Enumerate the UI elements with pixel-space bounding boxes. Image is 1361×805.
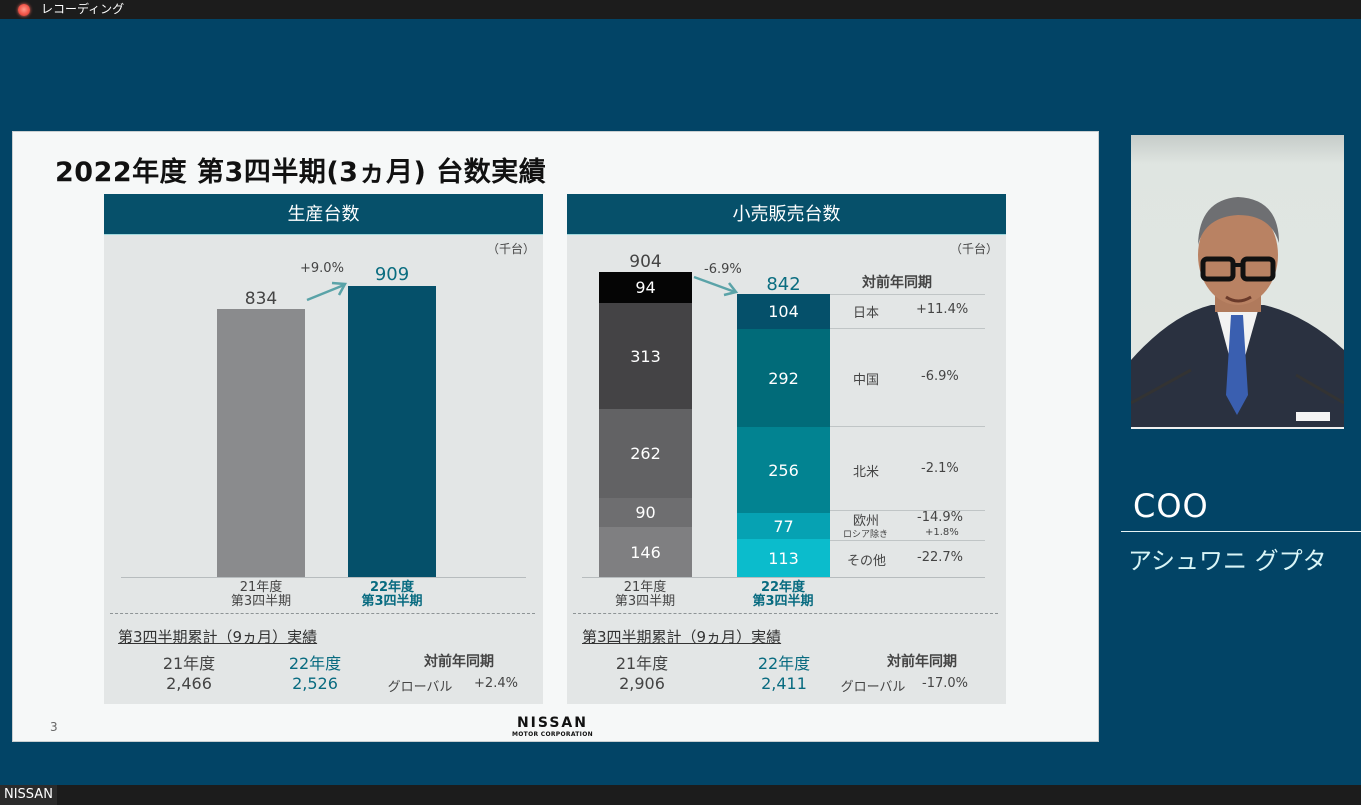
production-header: 生産台数	[104, 194, 543, 235]
production-cum-yoy: +2.4%	[474, 676, 518, 691]
production-xlabel-prev: 21年度 第3四半期	[207, 581, 315, 609]
retail-cum-yoy: -17.0%	[922, 676, 968, 691]
production-unit: （千台）	[486, 242, 535, 256]
page-number: 3	[50, 720, 58, 734]
xlabel-line1: 21年度	[239, 580, 283, 595]
speaker-divider	[1121, 531, 1361, 532]
europe-ex-russia-yoy: +1.8%	[925, 527, 959, 538]
xlabel-line1: 21年度	[623, 580, 667, 595]
speaker-name: アシュワニ グプタ	[1128, 547, 1327, 575]
xlabel-line1: 22年度	[760, 580, 806, 595]
retail-panel: 小売販売台数 （千台） 904 94 313 262 90 146 -6.9% …	[567, 194, 1006, 704]
segment-china-prev: 313	[599, 303, 692, 409]
production-axis	[121, 577, 526, 578]
segment-europe-curr: 77	[737, 513, 830, 539]
retail-cum-yoy-label: 対前年同期	[887, 654, 957, 670]
production-change: +9.0%	[300, 261, 344, 276]
production-panel: 生産台数 （千台） 834 909 +9.0% 21年度 第3四半期 22年度 …	[104, 194, 543, 704]
retail-cum-region: グローバル	[840, 680, 906, 695]
retail-stack-prev: 94 313 262 90 146	[599, 272, 692, 577]
production-value-curr: 909	[374, 264, 410, 285]
retail-table-header: 対前年同期	[862, 275, 932, 291]
production-xlabel-curr: 22年度 第3四半期	[338, 581, 446, 609]
production-value-prev: 834	[244, 289, 278, 309]
table-divider	[830, 510, 985, 511]
production-cum-col1-label: 21年度	[162, 654, 216, 673]
segment-japan-curr: 104	[737, 294, 830, 329]
production-bar-curr	[348, 286, 436, 577]
retail-cum-col2-label: 22年度	[757, 654, 811, 673]
logo-main: NISSAN	[516, 715, 588, 731]
segment-na-curr: 256	[737, 427, 830, 513]
segment-china-curr: 292	[737, 329, 830, 427]
region-china: 中国	[853, 373, 880, 388]
segment-other-prev: 146	[599, 527, 692, 577]
nissan-logo: NISSAN MOTOR CORPORATION	[512, 715, 593, 738]
yoy-europe: -14.9%	[917, 510, 963, 525]
retail-cum-col1-value: 2,906	[619, 674, 665, 693]
production-bar-prev	[217, 309, 305, 577]
logo-sub: MOTOR CORPORATION	[512, 731, 593, 738]
presentation-slide: 2022年度 第3四半期(3ヵ月) 台数実績 生産台数 （千台） 834 909…	[12, 131, 1099, 742]
yoy-na: -2.1%	[921, 461, 959, 476]
production-cumulative-title: 第3四半期累計（9ヵ月）実績	[118, 628, 318, 646]
retail-xlabel-curr: 22年度 第3四半期	[729, 581, 837, 609]
decline-arrow-icon	[693, 275, 739, 297]
region-na: 北米	[853, 465, 880, 480]
region-japan: 日本	[853, 306, 880, 321]
retail-cumulative-title: 第3四半期累計（9ヵ月）実績	[582, 628, 782, 646]
table-divider	[830, 540, 985, 541]
region-other: その他	[847, 554, 887, 569]
segment-europe-prev: 90	[599, 498, 692, 527]
production-cum-col1-value: 2,466	[166, 674, 212, 693]
yoy-china: -6.9%	[921, 369, 959, 384]
retail-stack-curr: 104 292 256 77 113	[737, 294, 830, 577]
growth-arrow-icon	[306, 281, 348, 302]
table-divider	[830, 426, 985, 427]
slide-title: 2022年度 第3四半期(3ヵ月) 台数実績	[55, 157, 547, 188]
recording-bar: レコーディング	[0, 0, 1361, 19]
retail-axis	[582, 577, 985, 578]
retail-total-curr: 842	[766, 274, 801, 295]
table-divider	[830, 294, 985, 295]
production-cum-col2-label: 22年度	[288, 654, 342, 673]
production-cum-region: グローバル	[387, 680, 453, 695]
yoy-japan: +11.4%	[916, 302, 969, 317]
segment-japan-prev: 94	[599, 272, 692, 303]
speaker-title: COO	[1133, 487, 1209, 525]
segment-na-prev: 262	[599, 409, 692, 498]
xlabel-line2: 第3四半期	[614, 594, 676, 609]
divider	[573, 613, 998, 614]
retail-xlabel-prev: 21年度 第3四半期	[591, 581, 699, 609]
xlabel-line2: 第3四半期	[230, 594, 292, 609]
table-divider	[830, 328, 985, 329]
region-europe: 欧州	[853, 514, 880, 529]
speaker-figure-icon	[1131, 197, 1344, 427]
retail-change: -6.9%	[704, 262, 742, 277]
speaker-video	[1131, 135, 1344, 429]
xlabel-line2: 第3四半期	[361, 594, 423, 609]
retail-unit: （千台）	[949, 242, 998, 256]
production-cum-col2-value: 2,526	[292, 674, 338, 693]
europe-ex-russia-note: ロシア除き	[843, 530, 889, 540]
recording-label: レコーディング	[41, 2, 125, 16]
segment-other-curr: 113	[737, 539, 830, 577]
retail-cum-col1-label: 21年度	[615, 654, 669, 673]
yoy-other: -22.7%	[917, 550, 963, 565]
retail-cum-col2-value: 2,411	[761, 674, 807, 693]
production-cum-yoy-label: 対前年同期	[424, 654, 494, 670]
xlabel-line2: 第3四半期	[752, 594, 814, 609]
recording-icon	[18, 4, 30, 16]
presenter-tag: NISSAN	[0, 785, 57, 805]
retail-header: 小売販売台数	[567, 194, 1006, 235]
bottom-bar: NISSAN	[0, 785, 1361, 805]
retail-total-prev: 904	[629, 252, 662, 272]
xlabel-line1: 22年度	[369, 580, 415, 595]
divider	[110, 613, 535, 614]
